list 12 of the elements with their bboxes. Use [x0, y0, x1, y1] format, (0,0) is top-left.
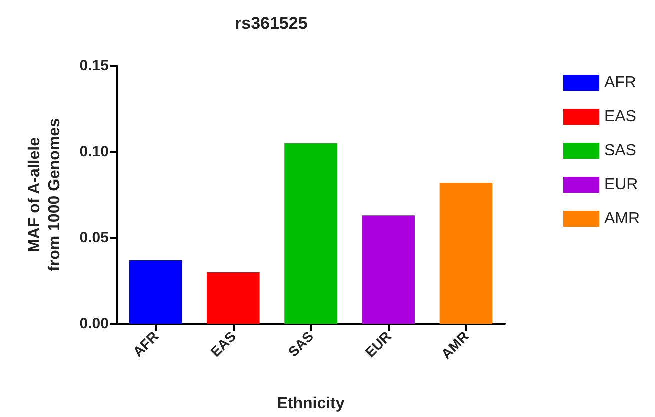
- y-tick-label: 0.00: [80, 316, 109, 332]
- y-axis-title: MAF of A-allele from 1000 Genomes: [26, 118, 64, 272]
- chart-title: rs361525: [235, 14, 308, 33]
- y-tick-label: 0.15: [80, 58, 109, 74]
- legend-label: EAS: [604, 108, 636, 126]
- y-tick-label: 0.05: [80, 230, 109, 246]
- x-axis-title: Ethnicity: [277, 396, 345, 412]
- legend-label: AMR: [604, 210, 640, 228]
- y-tick-label: 0.10: [80, 144, 109, 160]
- legend-label: SAS: [604, 142, 636, 160]
- legend-label: EUR: [604, 176, 638, 194]
- legend-label: AFR: [604, 74, 636, 92]
